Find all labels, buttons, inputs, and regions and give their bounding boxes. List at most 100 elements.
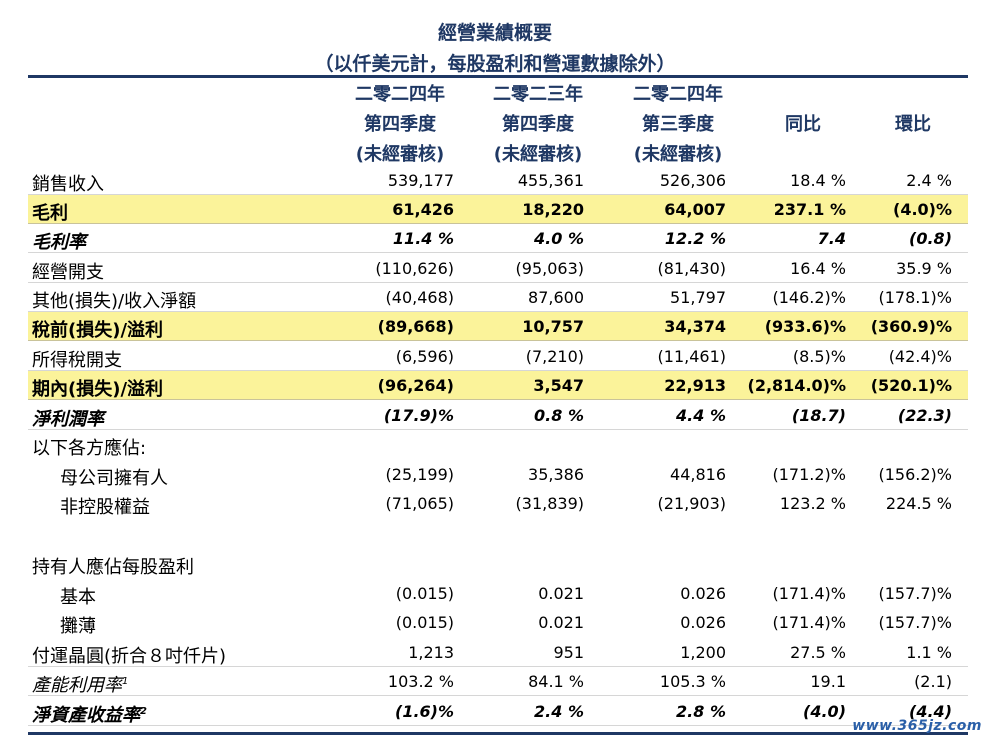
table-cell: (156.2)% bbox=[878, 465, 953, 484]
table-cell: 1,200 bbox=[680, 643, 726, 662]
row-label: 產能利用率1 bbox=[32, 671, 128, 697]
table-cell: 35,386 bbox=[528, 465, 584, 484]
table-cell: 11.4 % bbox=[392, 229, 454, 248]
row-label-text: 攤薄 bbox=[60, 616, 96, 637]
table-row: 經營開支 (110,626) (95,063) (81,430) 16.4 % 35.9 … bbox=[28, 254, 968, 283]
row-label-text: 產能利用率 bbox=[32, 675, 122, 696]
table-cell: 44,816 bbox=[670, 465, 726, 484]
table-cell: 87,600 bbox=[528, 288, 584, 307]
table-cell: (157.7)% bbox=[878, 613, 953, 632]
table-cell: 16.4 % bbox=[790, 259, 846, 278]
table-cell: 18.4 % bbox=[790, 171, 846, 190]
table-cell: (18.7) bbox=[791, 406, 846, 425]
table-cell: 0.026 bbox=[680, 613, 726, 632]
table-cell: (8.5)% bbox=[792, 347, 846, 366]
table-cell: 51,797 bbox=[670, 288, 726, 307]
table-cell: (933.6)% bbox=[764, 317, 846, 336]
row-label: 基本 bbox=[60, 583, 96, 609]
row-label-text: 淨利潤率 bbox=[32, 409, 104, 430]
table-cell: 22,913 bbox=[664, 376, 726, 395]
table-cell: 1.1 % bbox=[906, 643, 952, 662]
table-cell: 123.2 % bbox=[779, 494, 846, 513]
row-label: 其他(損失)/收入淨額 bbox=[32, 287, 196, 313]
table-cell: (11,461) bbox=[657, 347, 726, 366]
row-label-text: 基本 bbox=[60, 587, 96, 608]
table-cell: (40,468) bbox=[385, 288, 454, 307]
table-cell: 2.4 % bbox=[906, 171, 952, 190]
row-label: 期內(損失)/溢利 bbox=[32, 375, 163, 401]
column-header-qoq: 環比 bbox=[868, 80, 958, 140]
row-label: 以下各方應佔: bbox=[32, 434, 146, 460]
footnote-marker: 1 bbox=[122, 676, 129, 687]
row-label: 經營開支 bbox=[32, 258, 104, 284]
table-cell: 455,361 bbox=[517, 171, 584, 190]
table-cell: (1.6)% bbox=[395, 702, 454, 721]
header-line bbox=[868, 80, 958, 110]
row-label: 非控股權益 bbox=[60, 493, 150, 519]
row-label: 毛利 bbox=[32, 199, 68, 225]
footnote-marker: 2 bbox=[140, 706, 147, 717]
header-line: 二零二四年 bbox=[355, 84, 445, 105]
row-label-text: 其他(損失)/收入淨額 bbox=[32, 291, 197, 312]
table-cell: 0.021 bbox=[538, 613, 584, 632]
table-row: 淨利潤率 (17.9)% 0.8 % 4.4 % (18.7) (22.3) bbox=[28, 401, 968, 430]
table-row: 以下各方應佔: bbox=[28, 430, 968, 459]
row-label: 母公司擁有人 bbox=[60, 464, 168, 490]
table-cell: 64,007 bbox=[664, 200, 726, 219]
table-cell: (7,210) bbox=[525, 347, 584, 366]
table-cell: 3,547 bbox=[533, 376, 584, 395]
table-cell: (81,430) bbox=[657, 259, 726, 278]
header-line: 二零二四年 bbox=[633, 84, 723, 105]
table-cell: 105.3 % bbox=[659, 672, 726, 691]
row-label: 銷售收入 bbox=[32, 170, 104, 196]
header-line: 同比 bbox=[785, 114, 821, 135]
table-cell: 4.4 % bbox=[676, 406, 726, 425]
table-row: 產能利用率1 103.2 % 84.1 % 105.3 % 19.1 (2.1) bbox=[28, 667, 968, 696]
table-row: 淨資產收益率2 (1.6)% 2.4 % 2.8 % (4.0) (4.4) bbox=[28, 697, 968, 726]
header-line: 環比 bbox=[895, 114, 931, 135]
table-row: 稅前(損失)/溢利 (89,668) 10,757 34,374 (933.6)% (36… bbox=[28, 312, 968, 341]
table-cell: (71,065) bbox=[385, 494, 454, 513]
table-cell: (96,264) bbox=[377, 376, 454, 395]
table-cell: 35.9 % bbox=[896, 259, 952, 278]
table-cell: 951 bbox=[553, 643, 584, 662]
table-cell: (22.3) bbox=[897, 406, 952, 425]
table-cell: (110,626) bbox=[375, 259, 454, 278]
row-label-text: 毛利率 bbox=[32, 232, 86, 253]
table-cell: 18,220 bbox=[522, 200, 584, 219]
table-cell: 61,426 bbox=[392, 200, 454, 219]
table-cell: (520.1)% bbox=[870, 376, 952, 395]
row-label: 淨資產收益率2 bbox=[32, 701, 147, 727]
table-row: 期內(損失)/溢利 (96,264) 3,547 22,913 (2,814.0)% (5… bbox=[28, 371, 968, 400]
table-cell: 0.021 bbox=[538, 584, 584, 603]
table-row: 非控股權益 (71,065) (31,839) (21,903) 123.2 % 224.… bbox=[28, 489, 968, 518]
table-cell: 526,306 bbox=[659, 171, 726, 190]
row-label-text: 所得稅開支 bbox=[32, 350, 122, 371]
footer-rule bbox=[28, 732, 968, 735]
table-cell: 237.1 % bbox=[773, 200, 846, 219]
table-row: 付運晶圓(折合８吋仟片) 1,213 951 1,200 27.5 % 1.1 % bbox=[28, 638, 968, 667]
header-line bbox=[758, 80, 848, 110]
report-title: 經營業績概要 bbox=[437, 22, 552, 44]
table-cell: 103.2 % bbox=[387, 672, 454, 691]
table-cell: 0.026 bbox=[680, 584, 726, 603]
table-cell: (171.4)% bbox=[772, 584, 847, 603]
table-cell: 12.2 % bbox=[664, 229, 726, 248]
table-cell: 10,757 bbox=[522, 317, 584, 336]
table-row: 銷售收入 539,177 455,361 526,306 18.4 % 2.4 % bbox=[28, 166, 968, 195]
header-line: (未經審核) bbox=[633, 144, 723, 165]
table-cell: (6,596) bbox=[395, 347, 454, 366]
row-label-text: 稅前(損失)/溢利 bbox=[32, 320, 164, 341]
table-row: 攤薄 (0.015) 0.021 0.026 (171.4)% (157.7)% bbox=[28, 608, 968, 637]
table-cell: 4.0 % bbox=[534, 229, 584, 248]
row-label-text: 以下各方應佔: bbox=[32, 438, 147, 459]
header-line: 二零二三年 bbox=[493, 84, 583, 105]
row-label-text: 母公司擁有人 bbox=[60, 468, 168, 489]
table-cell: (21,903) bbox=[657, 494, 726, 513]
header-line: 第四季度 bbox=[364, 114, 436, 135]
table-cell: (146.2)% bbox=[772, 288, 847, 307]
header-line: 第三季度 bbox=[642, 114, 714, 135]
table-cell: (0.015) bbox=[395, 584, 454, 603]
table-row: 母公司擁有人 (25,199) 35,386 44,816 (171.2)% (156.2… bbox=[28, 460, 968, 489]
table-row: 毛利率 11.4 % 4.0 % 12.2 % 7.4 (0.8) bbox=[28, 224, 968, 253]
